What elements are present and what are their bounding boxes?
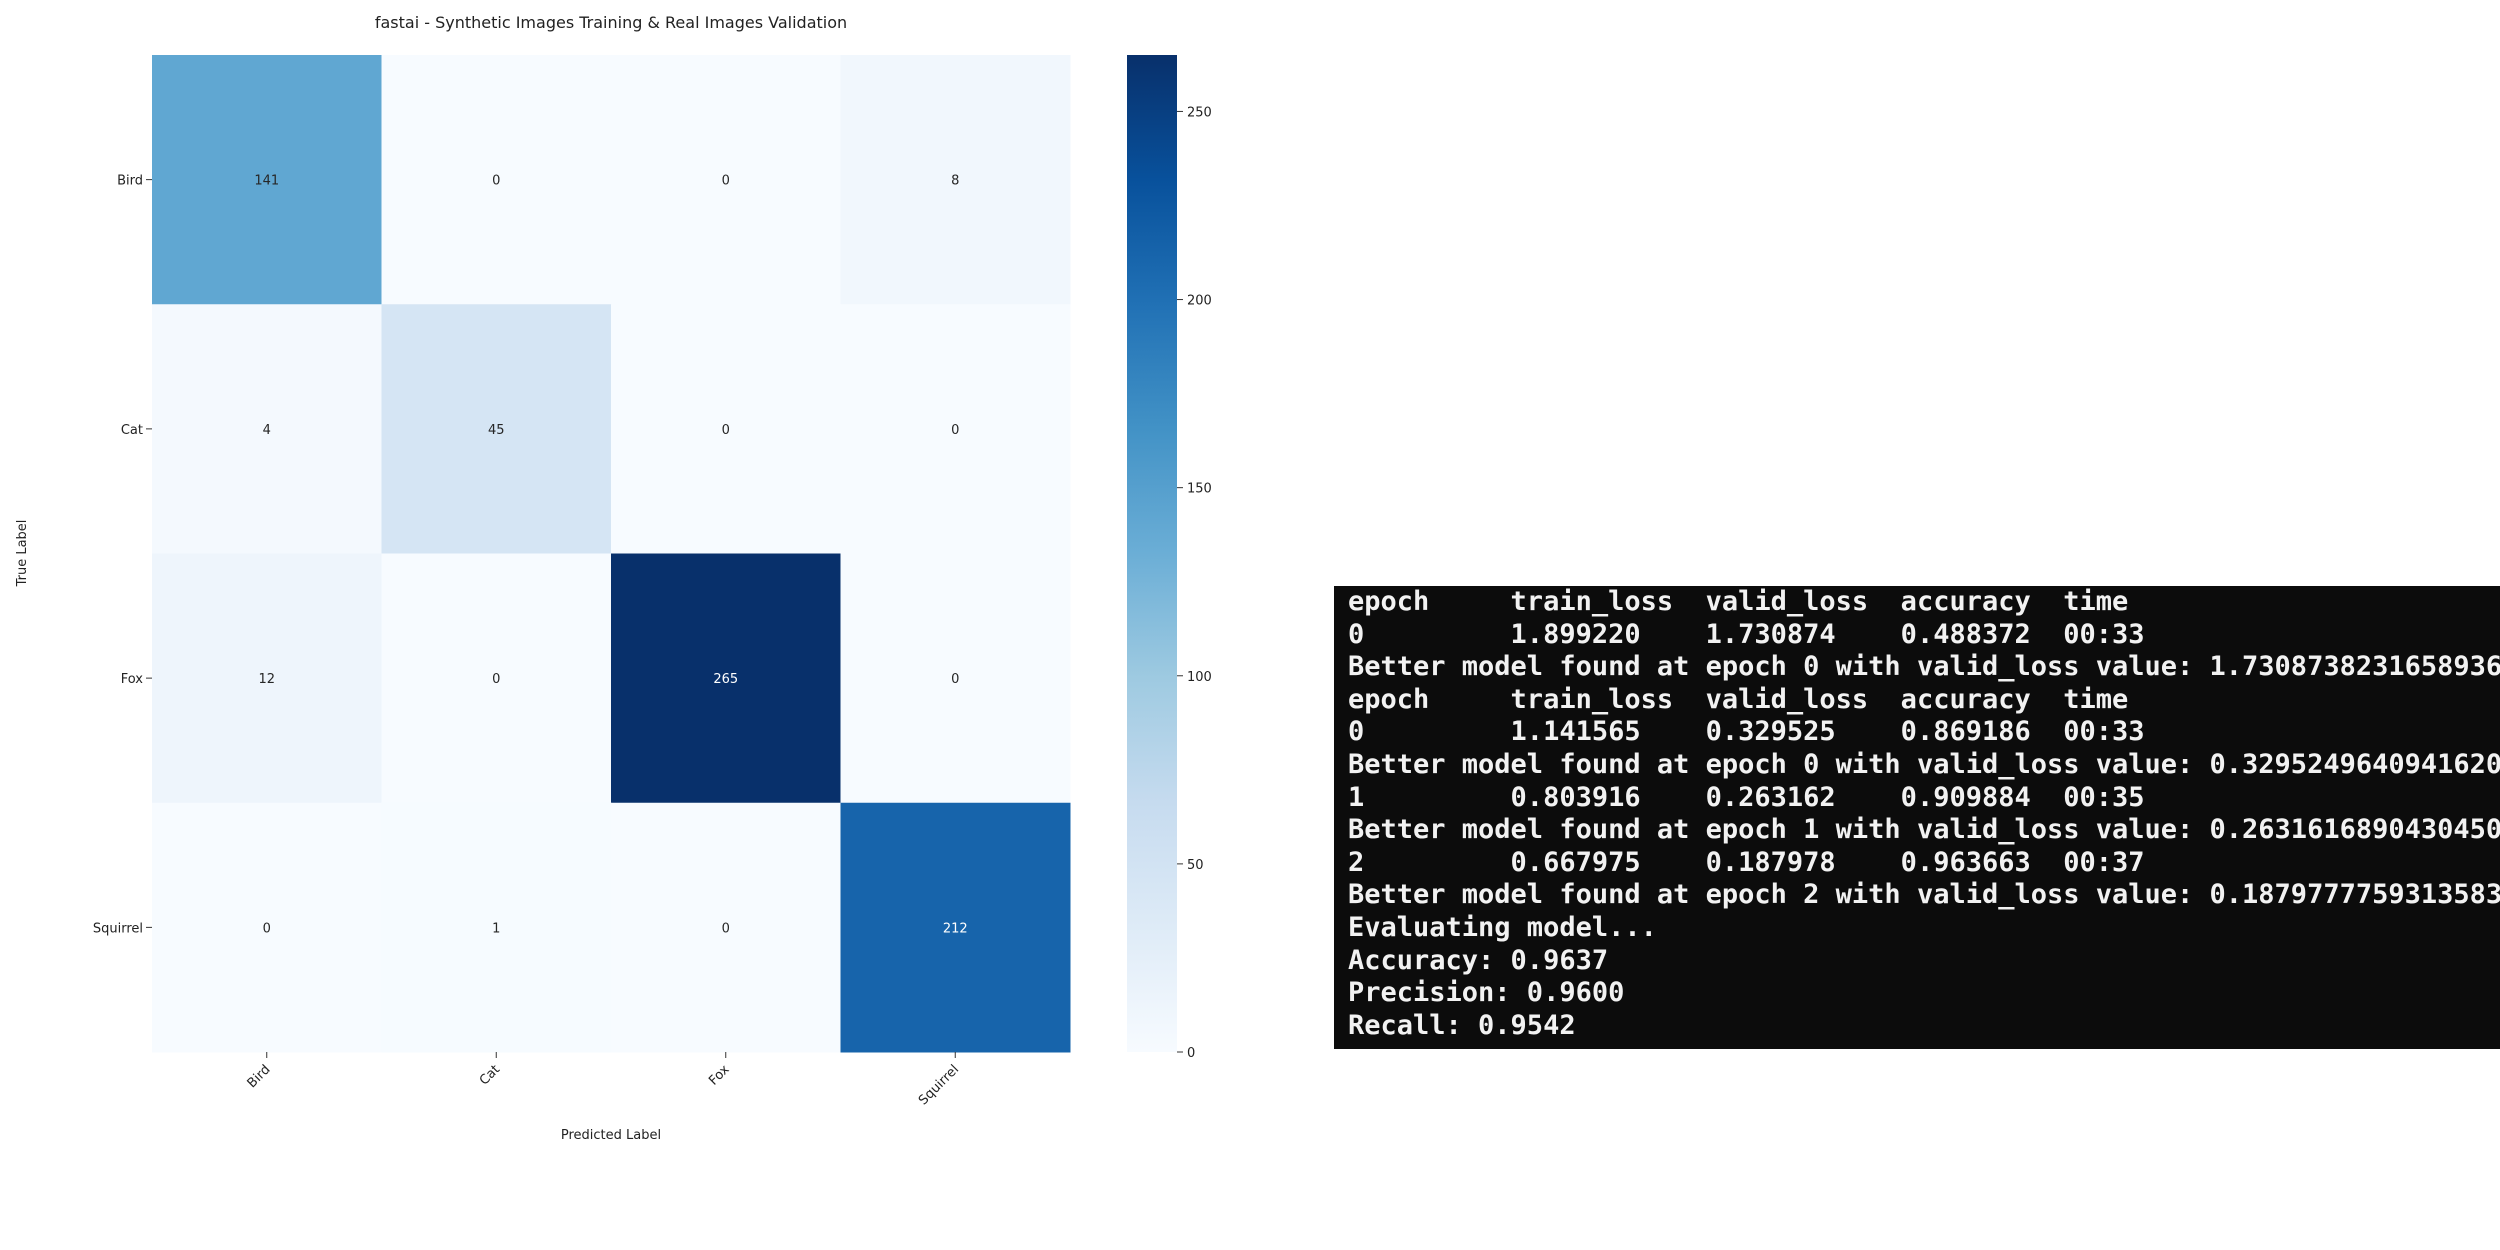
- heatmap-cell-squirrel-squirrel: [840, 802, 1071, 1053]
- heatmap-cell-bird-squirrel: [840, 55, 1071, 305]
- terminal-line: 1 0.803916 0.263162 0.909884 00:35: [1348, 781, 2145, 813]
- terminal-line: Better model found at epoch 1 with valid…: [1348, 814, 2500, 846]
- cell-value-label: 8: [951, 174, 959, 189]
- heatmap-cell-cat-squirrel: [840, 304, 1071, 554]
- heatmap-cell-cat-cat: [381, 304, 612, 554]
- terminal-line: epoch train_loss valid_loss accuracy tim…: [1348, 683, 2129, 715]
- terminal-line: Better model found at epoch 0 with valid…: [1348, 651, 2500, 683]
- heatmap-cell-squirrel-cat: [381, 802, 612, 1053]
- cell-value-label: 0: [722, 423, 730, 438]
- colorbar-tick-label: 250: [1187, 105, 1212, 120]
- cell-value-label: 12: [258, 672, 275, 687]
- heatmap-cell-bird-cat: [381, 55, 612, 305]
- heatmap-cell-squirrel-fox: [611, 802, 841, 1053]
- colorbar-tick-label: 50: [1187, 858, 1204, 873]
- heatmap-cell-fox-fox: [611, 553, 841, 804]
- y-tick-label-fox: Fox: [121, 672, 144, 687]
- x-tick-label-cat: Cat: [477, 1062, 503, 1088]
- cell-value-label: 0: [492, 672, 500, 687]
- cell-value-label: 0: [722, 174, 730, 189]
- cell-value-label: 212: [943, 921, 968, 936]
- cell-value-label: 1: [492, 921, 500, 936]
- terminal-line: Evaluating model...: [1348, 911, 1657, 943]
- heatmap-cell-bird-fox: [611, 55, 841, 305]
- confusion-matrix-chart: fastai - Synthetic Images Training & Rea…: [15, 13, 1212, 1143]
- x-axis-label: Predicted Label: [561, 1128, 661, 1143]
- terminal-line: 0 1.141565 0.329525 0.869186 00:33: [1348, 716, 2145, 748]
- x-axis-ticks: Bird Cat Fox Squirrel: [245, 1052, 962, 1108]
- terminal-line: Precision: 0.9600: [1348, 977, 1625, 1009]
- heatmap-cell-fox-bird: [152, 553, 382, 804]
- x-tick-label-bird: Bird: [245, 1062, 274, 1091]
- heatmap-cell-cat-fox: [611, 304, 841, 554]
- heatmap-cell-fox-cat: [381, 553, 612, 804]
- cell-value-label: 0: [492, 174, 500, 189]
- colorbar-tick-label: 100: [1187, 670, 1212, 685]
- y-axis-ticks: Bird Cat Fox Squirrel: [93, 174, 152, 936]
- heatmap-cell-bird-bird: [152, 55, 382, 305]
- confusion-matrix-figure: fastai - Synthetic Images Training & Rea…: [15, 13, 1212, 1143]
- heatmap-cell-fox-squirrel: [840, 553, 1071, 804]
- cell-value-label: 141: [254, 174, 279, 189]
- colorbar-tick-label: 0: [1187, 1046, 1195, 1061]
- heatmap-cell-squirrel-bird: [152, 802, 382, 1053]
- colorbar-tick-label: 200: [1187, 294, 1212, 309]
- heatmap-cell-labels: 141 0 0 8 4 45 0 0 12 0 265 0 0 1 0 212: [254, 174, 967, 937]
- chart-title: fastai - Synthetic Images Training & Rea…: [375, 13, 847, 32]
- terminal-output: epoch train_loss valid_loss accuracy tim…: [1334, 586, 2500, 1049]
- cell-value-label: 265: [713, 672, 738, 687]
- cell-value-label: 0: [722, 921, 730, 936]
- terminal-line: epoch train_loss valid_loss accuracy tim…: [1348, 586, 2129, 617]
- y-axis-label: True Label: [15, 520, 30, 588]
- terminal-line: Recall: 0.9542: [1348, 1009, 1576, 1041]
- terminal-line: 2 0.667975 0.187978 0.963663 00:37: [1348, 846, 2145, 878]
- y-tick-label-squirrel: Squirrel: [93, 921, 143, 936]
- terminal-line: Accuracy: 0.9637: [1348, 944, 1609, 976]
- y-tick-label-cat: Cat: [121, 423, 143, 438]
- colorbar: [1127, 55, 1177, 1052]
- cell-value-label: 4: [263, 423, 271, 438]
- cell-value-label: 0: [951, 672, 959, 687]
- cell-value-label: 0: [263, 921, 271, 936]
- x-tick-label-squirrel: Squirrel: [916, 1062, 962, 1108]
- terminal-line: 0 1.899220 1.730874 0.488372 00:33: [1348, 618, 2145, 650]
- colorbar-ticks: 0 50 100 150 200 250: [1177, 105, 1212, 1061]
- cell-value-label: 45: [488, 423, 505, 438]
- y-tick-label-bird: Bird: [117, 174, 143, 189]
- terminal-line: Better model found at epoch 0 with valid…: [1348, 748, 2500, 780]
- heatmap-cell-cat-bird: [152, 304, 382, 554]
- heatmap-cells: [152, 55, 1071, 1053]
- cell-value-label: 0: [951, 423, 959, 438]
- colorbar-tick-label: 150: [1187, 482, 1212, 497]
- terminal-line: Better model found at epoch 2 with valid…: [1348, 879, 2500, 911]
- x-tick-label-fox: Fox: [706, 1062, 733, 1089]
